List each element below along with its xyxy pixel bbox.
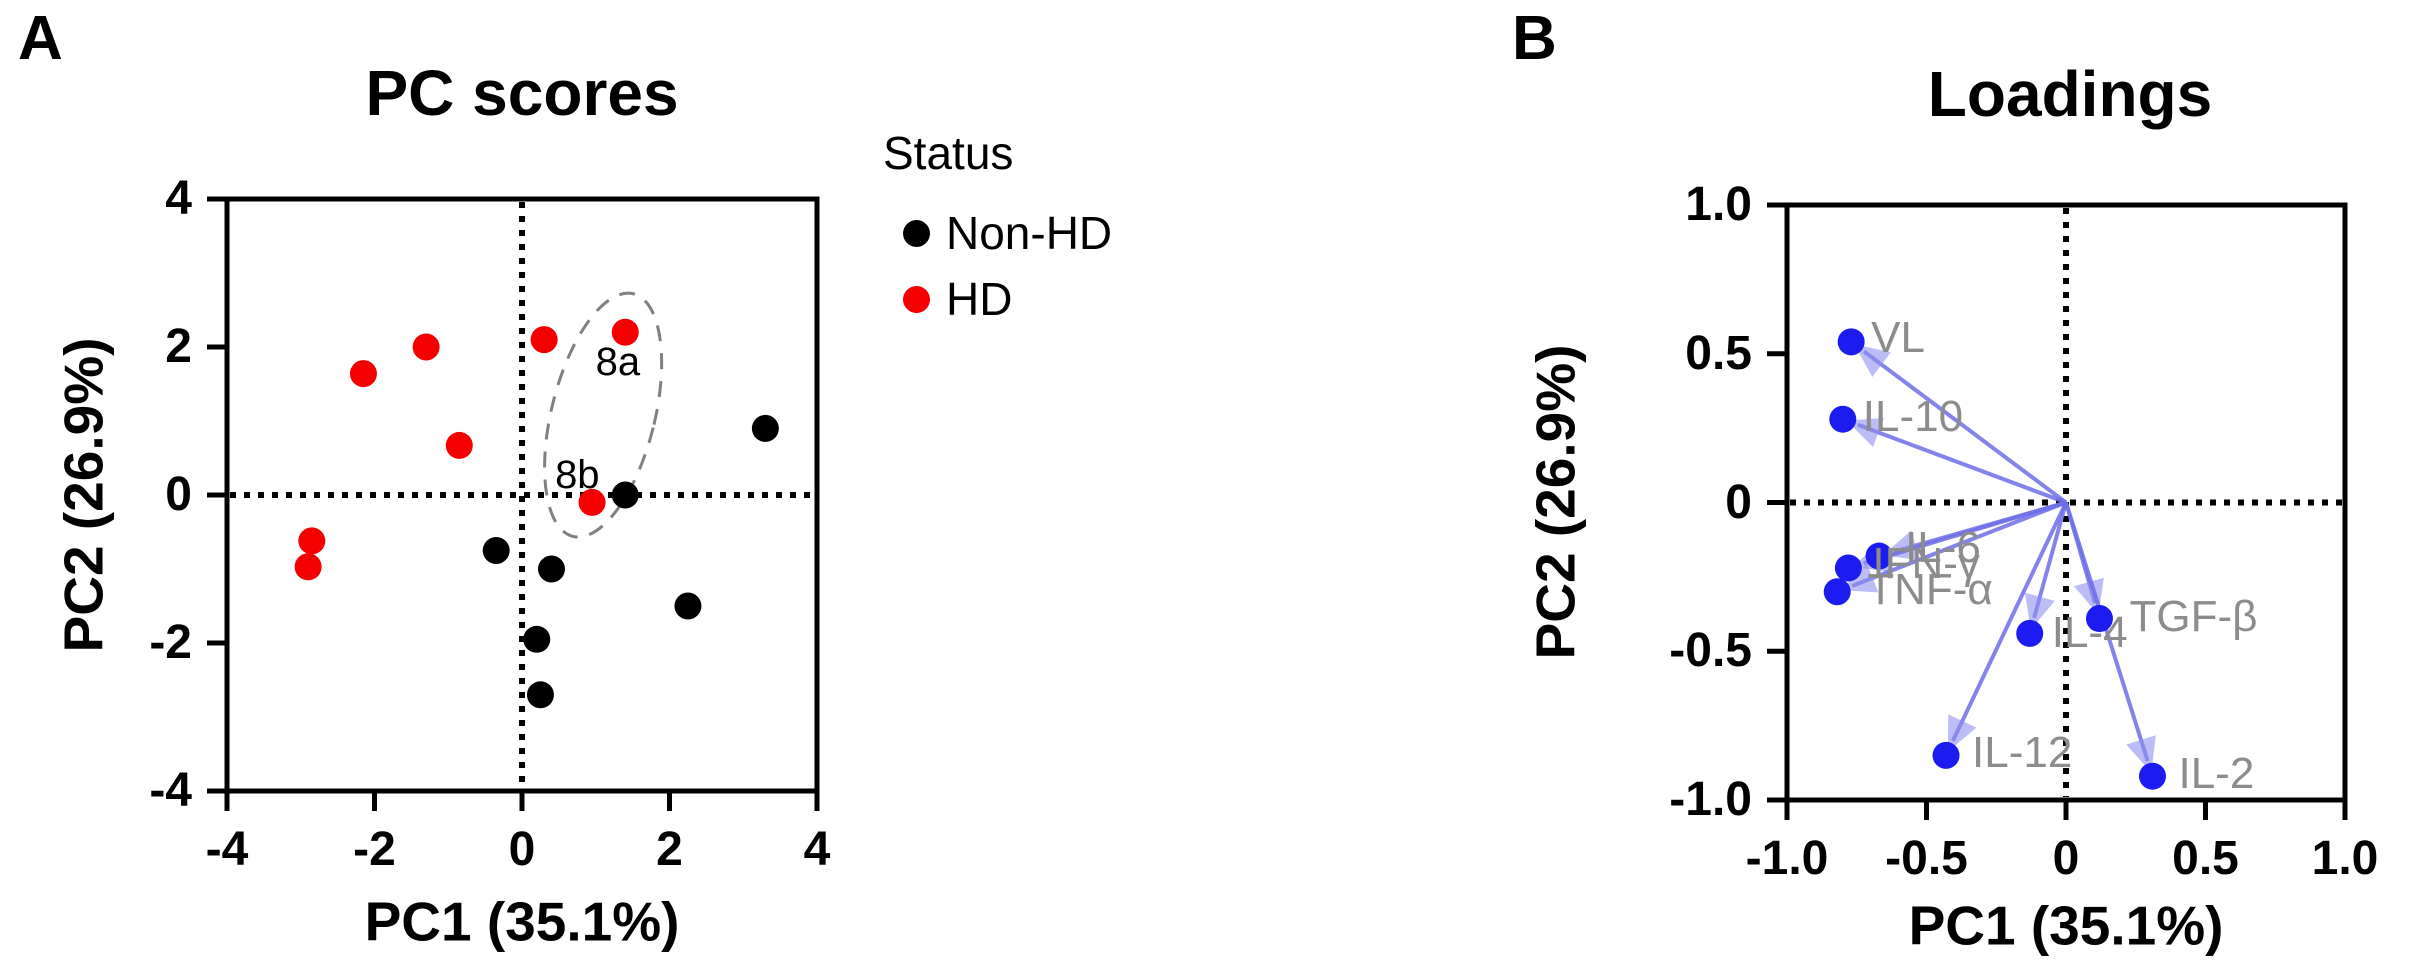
score-point-non-hd (538, 555, 565, 583)
loading-label: IL-12 (1972, 728, 2073, 778)
score-point-non-hd (674, 592, 702, 620)
loading-label: IL-2 (2178, 749, 2255, 799)
panel-a-letter: A (18, 4, 63, 73)
panel-b-letter: B (1512, 4, 1557, 73)
panel-a-x-tick-label: 0 (508, 823, 536, 876)
loading-point (1932, 741, 1960, 769)
panel-a-y-tick-label: -2 (149, 616, 192, 669)
panel-a-y-tick-label: 4 (165, 172, 192, 225)
panel-b-y-axis-title: PC2 (26.9%) (1524, 344, 1587, 660)
loading-arrow-line (1951, 501, 2068, 742)
loading-point (2138, 762, 2166, 790)
score-point-hd (445, 431, 473, 459)
legend-title: Status (883, 127, 1014, 179)
panel-b-y-tick-label: 1.0 (1685, 178, 1752, 231)
score-point-hd (578, 488, 606, 516)
loading-point (1865, 542, 1893, 570)
panel-a-x-tick-label: -4 (205, 823, 249, 876)
loading-point (2016, 619, 2044, 647)
panel-b-x-axis-title: PC1 (35.1%) (1908, 894, 2224, 957)
panel-b-plot-frame (1784, 202, 2348, 803)
panel-a-y-tick-label: 0 (165, 468, 192, 521)
panel-a-x-tick-label: 2 (656, 823, 683, 876)
panel-a-plot-frame (224, 196, 820, 794)
loading-arrowhead-icon (1947, 714, 1977, 752)
panel-b-x-tick-label: 0 (2052, 832, 2080, 885)
score-point-non-hd (611, 481, 639, 509)
loading-point (1823, 578, 1851, 606)
score-point-hd (611, 318, 639, 346)
loading-label: IFN-γ (1872, 538, 1980, 588)
panel-a-y-tick-label: 2 (165, 320, 192, 373)
legend-item-hd: HD (903, 274, 1303, 324)
loading-label: IL-10 (1862, 392, 1964, 442)
panel-a-y-tick-label: -4 (149, 764, 192, 817)
loading-label: IL-4 (2051, 608, 2128, 658)
score-point-hd (412, 333, 440, 361)
loading-arrow-line (2064, 501, 2150, 762)
panel-b-title: Loadings (1927, 58, 2213, 130)
loading-arrow-line (1863, 500, 2067, 566)
cluster-ellipse (543, 291, 664, 539)
panel-b-x-tick-label: 1.0 (2311, 832, 2379, 885)
loading-arrowhead-icon (1846, 417, 1884, 448)
loading-label: TNF-α (1867, 564, 1993, 614)
loading-arrow-line (1857, 422, 2067, 505)
panel-b-x-tick-label: -0.5 (1885, 832, 1968, 885)
legend-status: Status Non-HD HD (883, 130, 1303, 324)
loading-label: IL-6 (1905, 523, 1981, 573)
loading-point (1834, 554, 1862, 582)
score-point-hd (298, 527, 326, 555)
loading-point (1837, 328, 1865, 356)
panel-b-x-tick-label: -1.0 (1745, 832, 1829, 885)
score-point-non-hd (526, 681, 554, 709)
panel-b-y-tick-label: -1.0 (1669, 773, 1752, 826)
loading-arrowhead-icon (1854, 344, 1891, 378)
panel-a-x-tick-label: 4 (803, 823, 831, 876)
panel-b-y-tick-label: 0 (1725, 475, 1752, 529)
loading-point (2085, 605, 2113, 633)
sample-annotation-8a: 8a (595, 339, 641, 384)
panel-a-x-axis-title: PC1 (35.1%) (364, 890, 680, 953)
loading-arrow-line (1851, 500, 2067, 588)
loading-arrow-line (1862, 349, 2068, 505)
score-point-non-hd (751, 414, 779, 442)
score-point-hd (294, 553, 322, 581)
panel-b-x-tick-label: 0.5 (2172, 832, 2239, 885)
loading-label: TGF-β (2129, 591, 2258, 641)
loading-label: VL (1871, 312, 1925, 362)
score-point-non-hd (482, 537, 510, 564)
legend-item-non-hd: Non-HD (903, 208, 1303, 258)
sample-annotation-8b: 8b (555, 453, 600, 498)
legend-item-label: Non-HD (946, 207, 1113, 259)
panel-a-title: PC scores (365, 57, 679, 129)
loading-point (1829, 405, 1857, 433)
panel-a-x-tick-label: -2 (353, 823, 396, 876)
loading-arrowhead-icon (1840, 563, 1879, 593)
non-hd-marker-icon (903, 219, 930, 247)
score-point-hd (349, 360, 377, 388)
score-point-non-hd (523, 625, 551, 653)
panel-b-y-tick-label: -0.5 (1669, 624, 1752, 678)
score-point-hd (530, 326, 558, 354)
loading-arrowhead-icon (2126, 735, 2156, 773)
panel-b-y-tick-label: 0.5 (1685, 326, 1752, 380)
legend-item-label: HD (946, 273, 1013, 325)
hd-marker-icon (903, 285, 930, 313)
